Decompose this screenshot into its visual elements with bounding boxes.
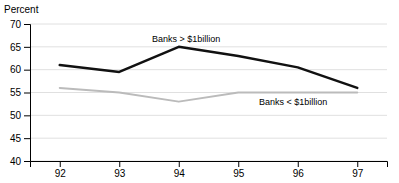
grid-line [30, 138, 387, 139]
y-tick-label: 60 [10, 64, 22, 75]
x-tick: 95 [233, 161, 245, 179]
y-tick-label: 45 [10, 133, 22, 144]
chart-container: 92 93 94 95 96 97 40 45 50 55 60 65 70 Banks > $1bill… [0, 0, 399, 183]
y-tick-mark [24, 93, 30, 94]
y-tick-label: 40 [10, 156, 22, 167]
y-axis-line [24, 25, 31, 162]
grid-line [30, 24, 387, 25]
x-axis-line [31, 162, 388, 168]
x-tick: 94 [174, 161, 186, 179]
x-axis: 92 93 94 95 96 97 [31, 161, 388, 179]
x-tick: 97 [352, 161, 364, 179]
chart: 92 93 94 95 96 97 40 45 50 55 60 65 70 Banks > $1bill… [0, 0, 399, 183]
x-tick-mark [298, 161, 299, 167]
y-tick: 45 [10, 133, 30, 144]
annotation: Banks > $1billion [152, 34, 220, 44]
grid-line [30, 46, 387, 47]
x-tick-mark [238, 161, 239, 167]
x-tick: 92 [55, 161, 67, 179]
grid-line [30, 115, 387, 116]
grid [30, 24, 387, 161]
x-tick-mark [357, 161, 358, 167]
x-tick-label: 96 [293, 168, 305, 179]
y-tick-label: 50 [10, 110, 22, 121]
annotations: Banks > $1billion Banks < $1billion [152, 34, 327, 107]
x-tick-label: 94 [174, 168, 186, 179]
x-tick-mark [60, 161, 61, 167]
x-tick-label: 95 [233, 168, 245, 179]
series-line [60, 47, 358, 88]
y-label: Percent [4, 4, 39, 15]
y-tick-mark [24, 161, 30, 162]
y-tick-mark [24, 115, 30, 116]
x-tick-label: 92 [55, 168, 67, 179]
y-tick-label: 70 [10, 19, 22, 30]
lines [60, 47, 358, 102]
x-tick-label: 97 [352, 168, 364, 179]
y-tick: 65 [10, 42, 30, 53]
x-tick-label: 93 [114, 168, 126, 179]
x-tick: 93 [114, 161, 126, 179]
x-tick-mark [179, 161, 180, 167]
y-tick-label: 55 [10, 87, 22, 98]
y-tick: 55 [10, 87, 30, 98]
y-tick: 60 [10, 64, 30, 75]
y-tick-label: 65 [10, 42, 22, 53]
y-tick-mark [24, 24, 30, 25]
y-tick: 50 [10, 110, 30, 121]
x-tick: 96 [293, 161, 305, 179]
y-tick-mark [24, 47, 30, 48]
y-tick-mark [24, 70, 30, 71]
y-axis: 40 45 50 55 60 65 70 [10, 19, 31, 167]
x-tick-mark [119, 161, 120, 167]
y-tick: 70 [10, 19, 30, 30]
grid-line [30, 69, 387, 70]
annotation: Banks < $1billion [259, 97, 327, 107]
y-tick: 40 [10, 156, 30, 167]
plot: 92 93 94 95 96 97 40 45 50 55 60 65 70 Banks > $1bill… [10, 19, 388, 179]
y-tick-mark [24, 138, 30, 139]
